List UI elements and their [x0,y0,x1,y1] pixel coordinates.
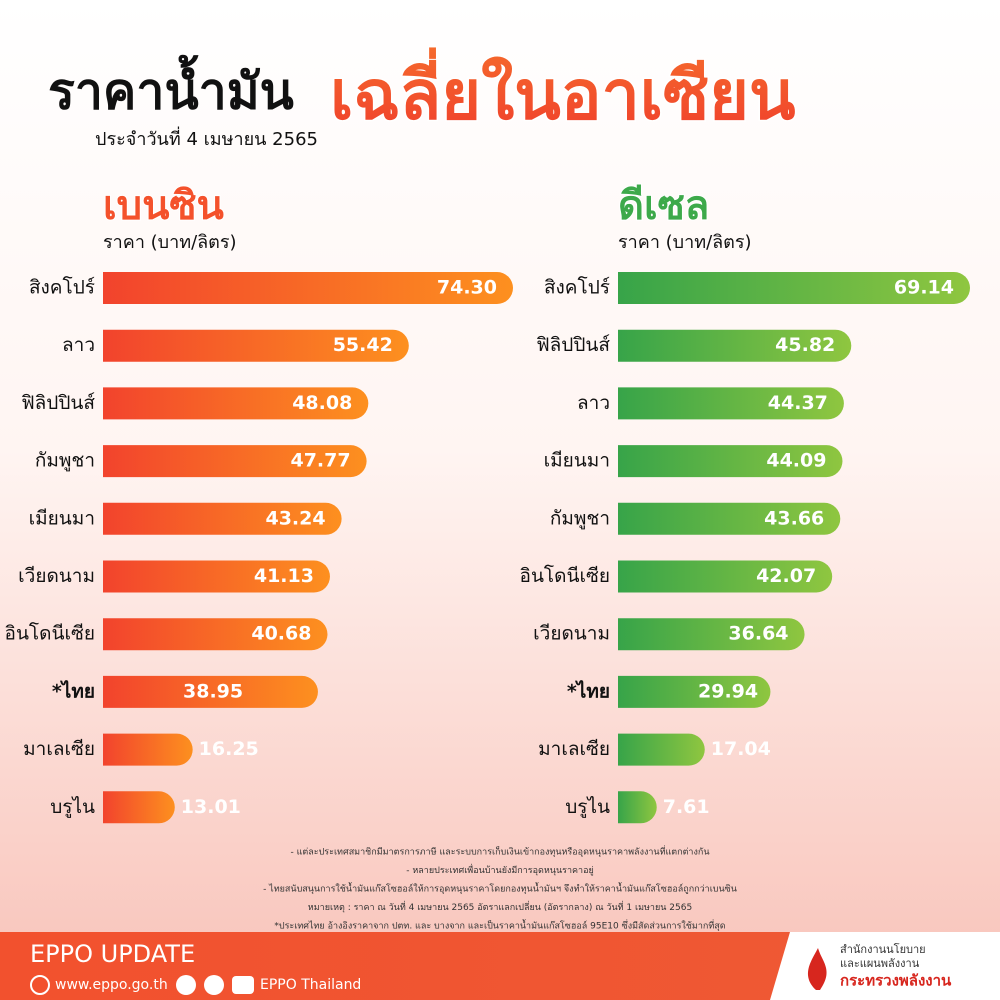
bar [103,445,367,478]
value-label: 43.66 [764,507,824,529]
chart-title: ดีเซล [618,183,709,229]
bar [618,387,844,420]
subtitle: ประจำวันที่ 4 เมษายน 2565 [95,126,318,150]
footer-social[interactable]: EPPO Thailand [260,977,361,993]
bar [103,272,513,304]
bar [103,791,175,824]
charts: เบนซินราคา (บาท/ลิตร) สิงคโปร์ 74.30 ลาว 55.… [5,182,970,824]
note: - ไทยสนับสนุนการใช้น้ำมันแก๊สโซฮอล์ให้กา… [263,882,737,895]
category-label: เวียดนาม [533,623,610,645]
category-label: มาเลเซีย [538,738,610,760]
value-label: 48.08 [292,392,352,414]
bar [618,329,852,362]
category-label: บรูไน [50,796,95,818]
footer-website[interactable]: www.eppo.go.th [55,977,168,993]
value-label: 47.77 [290,450,350,472]
axis-label: ราคา (บาท/ลิตร) [618,232,752,253]
value-label: 7.61 [663,796,710,818]
bar [103,502,342,535]
category-label: ฟิลิปปินส์ [21,392,95,414]
category-label: อินโดนีเซีย [520,564,610,587]
bar [103,733,193,766]
category-label: ลาว [577,392,610,414]
bar [618,560,833,593]
value-label: 69.14 [894,277,954,299]
org-line1: สำนักงานนโยบาย [840,942,926,956]
bar [618,445,843,478]
category-label: เมียนมา [544,450,610,472]
value-label: 41.13 [254,565,314,587]
twitter-icon[interactable] [204,975,224,995]
category-label: สิงคโปร์ [29,276,95,299]
value-label: 36.64 [728,623,788,645]
org-line2: และแผนพลังงาน [840,957,920,970]
web-icon [30,975,50,995]
category-label-highlight: *ไทย [567,679,610,702]
value-label: 17.04 [711,738,771,760]
category-label: บรูไน [565,796,610,818]
bar [618,272,970,304]
title-part1: ราคาน้ำมัน [48,55,294,121]
category-label: เวียดนาม [18,565,95,587]
bar [103,560,330,593]
bar [103,675,318,708]
note: หมายเหตุ : ราคา ณ วันที่ 4 เมษายน 2565 อ… [308,900,692,913]
category-label: ฟิลิปปินส์ [536,334,610,356]
bar [103,387,369,420]
category-label: กัมพูชา [550,507,610,529]
category-label: ลาว [62,334,95,356]
value-label: 38.95 [183,680,243,702]
value-label: 74.30 [437,277,497,299]
category-label: มาเลเซีย [23,738,95,760]
footer-logo-box [770,932,1000,1000]
value-label: 44.09 [766,450,826,472]
bar [103,329,409,362]
value-label: 42.07 [756,565,816,587]
footer-brand: EPPO UPDATE [30,940,195,968]
value-label: 45.82 [775,334,835,356]
note: - แต่ละประเทศสมาชิกมีมาตรการภาษี และระบบ… [290,845,709,858]
category-label: สิงคโปร์ [544,276,610,299]
ministry-logo [808,948,827,990]
value-label: 16.25 [199,738,259,760]
value-label: 44.37 [768,392,828,414]
facebook-icon[interactable] [176,975,196,995]
bar [618,618,805,651]
org-line3: กระทรวงพลังงาน [840,972,952,990]
note: *ประเทศไทย อ้างอิงราคาจาก ปตท. และ บางจา… [274,919,725,932]
category-label: เมียนมา [29,507,95,529]
category-label-highlight: *ไทย [52,679,95,702]
value-label: 13.01 [181,796,241,818]
chart-title: เบนซิน [103,183,224,229]
value-label: 43.24 [265,507,325,529]
value-label: 40.68 [251,623,311,645]
bar [618,733,705,766]
notes: - แต่ละประเทศสมาชิกมีมาตรการภาษี และระบบ… [263,845,737,932]
bar [618,791,657,824]
value-label: 55.42 [333,334,393,356]
value-label: 29.94 [698,680,758,702]
bar [103,618,328,651]
axis-label: ราคา (บาท/ลิตร) [103,232,237,253]
bar [618,502,841,535]
youtube-icon[interactable] [232,976,254,994]
bar [618,675,771,708]
title-part2: เฉลี่ยในอาเซียน [330,47,796,136]
note: - หลายประเทศเพื่อนบ้านยังมีการอุดหนุนราค… [406,863,594,876]
category-label: อินโดนีเซีย [5,622,95,645]
category-label: กัมพูชา [35,450,95,472]
